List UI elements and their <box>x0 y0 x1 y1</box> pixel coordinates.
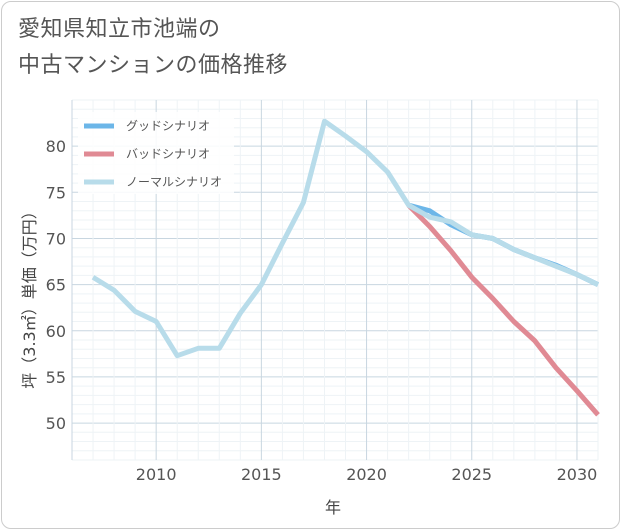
x-axis-ticks: 2010 2015 2020 2025 2030 <box>136 465 598 484</box>
y-tick-label: 70 <box>46 229 66 248</box>
x-tick-label: 2015 <box>241 465 282 484</box>
x-tick-label: 2025 <box>451 465 492 484</box>
x-axis-label: 年 <box>325 498 341 517</box>
series-line-2 <box>91 118 600 359</box>
y-tick-label: 80 <box>46 137 66 156</box>
x-tick-label: 2010 <box>136 465 177 484</box>
legend-label-1: バッドシナリオ <box>126 147 210 161</box>
y-tick-label: 55 <box>46 368 66 387</box>
y-tick-label: 50 <box>46 414 66 433</box>
y-tick-label: 60 <box>46 322 66 341</box>
series-group <box>91 118 600 417</box>
chart-title: 愛知県知立市池端の 中古マンションの価格推移 <box>18 12 288 84</box>
x-tick-label: 2030 <box>557 465 598 484</box>
y-axis-label: 坪（3.3㎡）単価（万円） <box>20 203 39 388</box>
y-axis-ticks: 50 55 60 65 70 75 80 <box>46 137 66 433</box>
y-tick-label: 75 <box>46 183 66 202</box>
x-tick-label: 2020 <box>346 465 387 484</box>
legend-label-2: ノーマルシナリオ <box>126 175 222 189</box>
y-tick-label: 65 <box>46 276 66 295</box>
series-line-1 <box>406 203 600 417</box>
legend-label-0: グッドシナリオ <box>126 119 210 133</box>
chart-title-line2: 中古マンションの価格推移 <box>18 53 289 78</box>
chart-title-line1: 愛知県知立市池端の <box>18 17 221 42</box>
